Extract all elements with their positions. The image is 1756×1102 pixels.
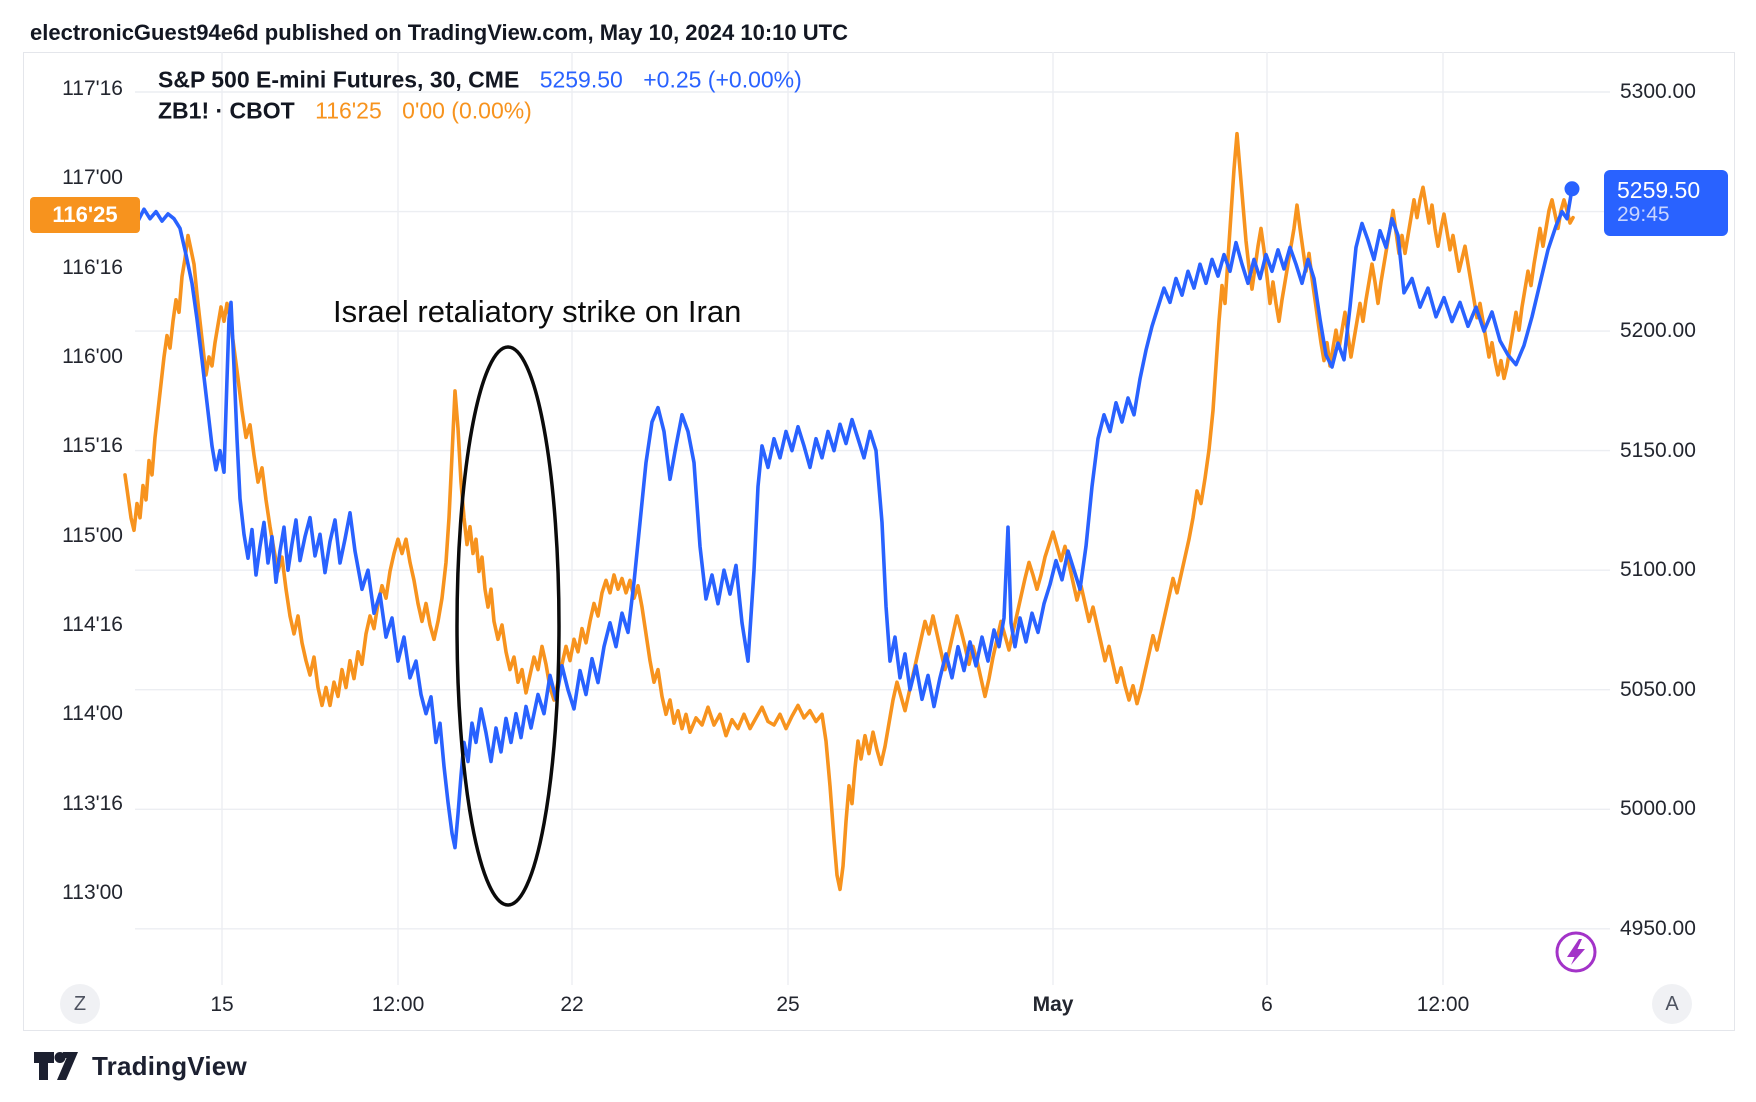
left-axis-tick: 116'00 — [62, 345, 123, 368]
tradingview-logo[interactable]: TradingView — [33, 1046, 247, 1086]
tradingview-logo-icon — [34, 1052, 78, 1080]
time-scale-toggle-z[interactable]: Z — [60, 984, 100, 1024]
right-axis-tick: 5050.00 — [1620, 678, 1696, 701]
right-axis-tick: 5000.00 — [1620, 797, 1696, 820]
chart-frame — [23, 52, 1735, 1031]
left-axis-tick: 117'00 — [62, 166, 123, 189]
legend-es-change: +0.25 (+0.00%) — [643, 66, 802, 93]
right-axis-tick: 5200.00 — [1620, 319, 1696, 342]
time-axis-tick: 25 — [776, 993, 800, 1016]
right-axis-tick: 4950.00 — [1620, 917, 1696, 940]
left-axis-tick: 114'16 — [62, 613, 123, 636]
tradingview-logo-text: TradingView — [92, 1050, 247, 1081]
left-axis-tick: 113'00 — [62, 881, 123, 904]
time-axis-tick: May — [1032, 993, 1074, 1016]
left-axis-tick: 116'16 — [62, 256, 123, 279]
left-axis-tick: 113'16 — [62, 792, 123, 815]
series-line-zb — [123, 131, 1575, 892]
annotation-label: Israel retaliatory strike on Iran — [333, 294, 742, 329]
series-lines — [123, 131, 1575, 892]
legend-row-zb[interactable]: ZB1! · CBOT 116'25 0'00 (0.00%) — [158, 98, 532, 125]
right-axis-tick: 5300.00 — [1620, 80, 1696, 103]
time-axis-tick: 6 — [1261, 993, 1273, 1016]
annotation-ellipse — [455, 345, 561, 907]
left-axis-tick: 114'00 — [62, 702, 123, 725]
series-line-es — [123, 187, 1574, 850]
legend-row-es[interactable]: S&P 500 E-mini Futures, 30, CME 5259.50 … — [158, 67, 802, 94]
right-axis-tick: 5150.00 — [1620, 439, 1696, 462]
es-price-tag: 5259.50 29:45 — [1604, 170, 1728, 236]
time-axis-tick: 15 — [210, 993, 234, 1016]
left-axis-tick: 115'16 — [62, 434, 123, 457]
time-axis-tick: 12:00 — [1416, 993, 1470, 1016]
last-price-dot — [1564, 181, 1580, 197]
legend-es-price: 5259.50 — [539, 66, 623, 93]
es-tag-countdown: 29:45 — [1617, 203, 1670, 226]
time-axis-tick: 22 — [560, 993, 584, 1016]
flash-icon[interactable] — [1554, 930, 1598, 974]
legend-zb-price: 116'25 — [315, 97, 382, 124]
es-tag-price: 5259.50 — [1617, 177, 1701, 203]
time-scale-toggle-a[interactable]: A — [1652, 984, 1692, 1024]
left-axis-tick: 117'16 — [62, 77, 123, 100]
legend-zb-change: 0'00 (0.00%) — [402, 97, 532, 124]
left-axis-tick: 115'00 — [62, 524, 123, 547]
highlight-ellipse — [455, 345, 561, 907]
lightning-bolt-icon — [1567, 939, 1585, 965]
publish-header: electronicGuest94e6d published on Tradin… — [30, 20, 848, 45]
gridlines — [135, 52, 1610, 985]
es-last-dot — [1564, 181, 1580, 197]
zb-price-tag: 116'25 — [30, 197, 140, 233]
time-axis-tick: 12:00 — [371, 993, 425, 1016]
legend-zb-symbol: ZB1! · CBOT — [158, 97, 295, 124]
legend-es-symbol: S&P 500 E-mini Futures, 30, CME — [158, 66, 520, 93]
right-axis-tick: 5100.00 — [1620, 558, 1696, 581]
